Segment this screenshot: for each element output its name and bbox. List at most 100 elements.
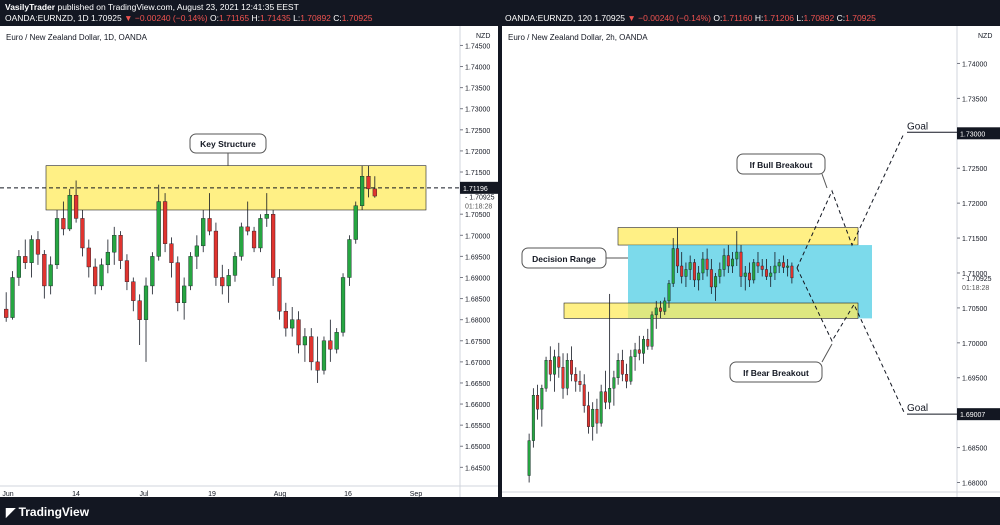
price-tick-label: 1.71500 bbox=[962, 236, 987, 243]
candle bbox=[671, 248, 675, 284]
footer: ◤ TradingView bbox=[0, 497, 1000, 525]
candle bbox=[340, 277, 346, 333]
candle bbox=[182, 285, 187, 303]
candle bbox=[586, 405, 590, 427]
candle bbox=[131, 281, 136, 301]
two-hour-chart-svg[interactable]: Euro / New Zealand Dollar, 2h, OANDA NZD 1… bbox=[502, 26, 1000, 497]
candle bbox=[232, 256, 238, 276]
time-tick-label: Aug bbox=[274, 491, 287, 497]
goal-down-label: Goal bbox=[907, 403, 928, 414]
left-c-label: C: bbox=[333, 13, 342, 23]
candle bbox=[35, 239, 41, 255]
candle bbox=[258, 218, 263, 249]
goal-down-price-box bbox=[957, 408, 1000, 421]
candle bbox=[760, 265, 764, 270]
right-l: 1.70892 bbox=[803, 13, 835, 23]
right-h: 1.71206 bbox=[763, 13, 795, 23]
candle bbox=[633, 349, 637, 357]
chart-panel-2h[interactable]: Euro / New Zealand Dollar, 2h, OANDA NZD 1… bbox=[502, 26, 1000, 497]
right-c-label: C: bbox=[836, 13, 846, 23]
candle bbox=[701, 258, 705, 274]
candle bbox=[531, 395, 535, 441]
candle bbox=[578, 381, 582, 385]
candle bbox=[739, 251, 743, 277]
crosshair-price-label: 1.71196 bbox=[463, 186, 488, 193]
candle bbox=[99, 264, 104, 287]
candle bbox=[650, 314, 654, 347]
candle bbox=[112, 235, 117, 253]
price-tick-label: 1.67000 bbox=[465, 360, 490, 367]
candle bbox=[616, 360, 620, 378]
candle bbox=[709, 269, 713, 288]
candle bbox=[239, 226, 244, 257]
candle bbox=[553, 356, 557, 375]
candle bbox=[290, 319, 295, 329]
price-tick-label: 1.74000 bbox=[962, 61, 987, 68]
callout-pointer bbox=[821, 173, 828, 189]
price-tick-label: 1.73000 bbox=[465, 107, 490, 114]
candle bbox=[692, 262, 696, 281]
left-ohlc: OANDA:EURNZD, 1D 1.70925 ▼ −0.00240 (−0.… bbox=[5, 13, 373, 23]
candle bbox=[156, 201, 161, 257]
candle bbox=[773, 265, 777, 274]
candle bbox=[264, 213, 269, 219]
left-o: 1.71165 bbox=[219, 13, 250, 23]
candle bbox=[309, 336, 314, 363]
price-tick-label: 1.70000 bbox=[962, 341, 987, 348]
left-price: 1.70925 bbox=[90, 13, 122, 23]
candle bbox=[207, 218, 212, 232]
price-tick-label: 1.68000 bbox=[465, 318, 490, 325]
author[interactable]: VasilyTrader bbox=[5, 2, 56, 12]
price-tick-label: 1.72500 bbox=[465, 128, 490, 135]
price-tick-label: 1.73500 bbox=[962, 96, 987, 103]
decision-range-label: Decision Range bbox=[532, 254, 596, 264]
candle bbox=[722, 255, 726, 270]
candle bbox=[620, 360, 624, 375]
candle bbox=[735, 251, 739, 260]
candle bbox=[251, 230, 257, 249]
candle bbox=[625, 374, 629, 382]
left-symbol: OANDA:EURNZD, 1D bbox=[5, 13, 89, 23]
price-tick-label: 1.70000 bbox=[465, 233, 490, 240]
countdown-label: 01:18:28 bbox=[962, 285, 989, 292]
price-tick-label: 1.73500 bbox=[465, 86, 490, 93]
goal-up-price: 1.73000 bbox=[960, 131, 985, 138]
candle bbox=[48, 264, 53, 287]
daily-chart-svg[interactable]: Euro / New Zealand Dollar, 1D, OANDA NZD 1… bbox=[0, 26, 498, 497]
chart-panel-daily[interactable]: Euro / New Zealand Dollar, 1D, OANDA NZD 1… bbox=[0, 26, 498, 497]
candle bbox=[353, 205, 358, 240]
last-price-label: - 1.70925 bbox=[465, 194, 495, 201]
currency-label: NZD bbox=[476, 33, 490, 40]
candle bbox=[271, 213, 276, 278]
tradingview-logo[interactable]: ◤ TradingView bbox=[6, 505, 89, 519]
candle bbox=[769, 272, 773, 277]
bear-breakout-label: If Bear Breakout bbox=[743, 368, 809, 378]
candle bbox=[73, 195, 79, 219]
candle bbox=[548, 360, 552, 375]
candle bbox=[10, 277, 15, 318]
chart-title: Euro / New Zealand Dollar, 1D, OANDA bbox=[6, 33, 148, 42]
candle bbox=[527, 440, 531, 476]
candle bbox=[124, 260, 130, 282]
candle bbox=[570, 360, 573, 375]
candle bbox=[93, 266, 98, 287]
candle bbox=[544, 360, 548, 389]
last-price-label: - 1.70925 bbox=[962, 276, 992, 283]
candle bbox=[582, 384, 586, 406]
left-l: 1.70892 bbox=[300, 13, 331, 23]
candle bbox=[777, 262, 781, 267]
candle bbox=[561, 367, 565, 389]
candle bbox=[302, 336, 308, 346]
candle bbox=[714, 276, 718, 288]
candle bbox=[675, 248, 679, 267]
right-l-label: L: bbox=[796, 13, 804, 23]
price-tick-label: 1.71500 bbox=[465, 170, 490, 177]
bear-breakout-callout bbox=[729, 361, 823, 383]
candle bbox=[612, 377, 616, 389]
candle bbox=[137, 300, 142, 320]
price-tick-label: 1.72000 bbox=[465, 149, 490, 156]
time-tick-label: Sep bbox=[410, 491, 423, 497]
candle bbox=[786, 265, 790, 268]
candle bbox=[54, 218, 60, 266]
candle bbox=[220, 277, 225, 287]
